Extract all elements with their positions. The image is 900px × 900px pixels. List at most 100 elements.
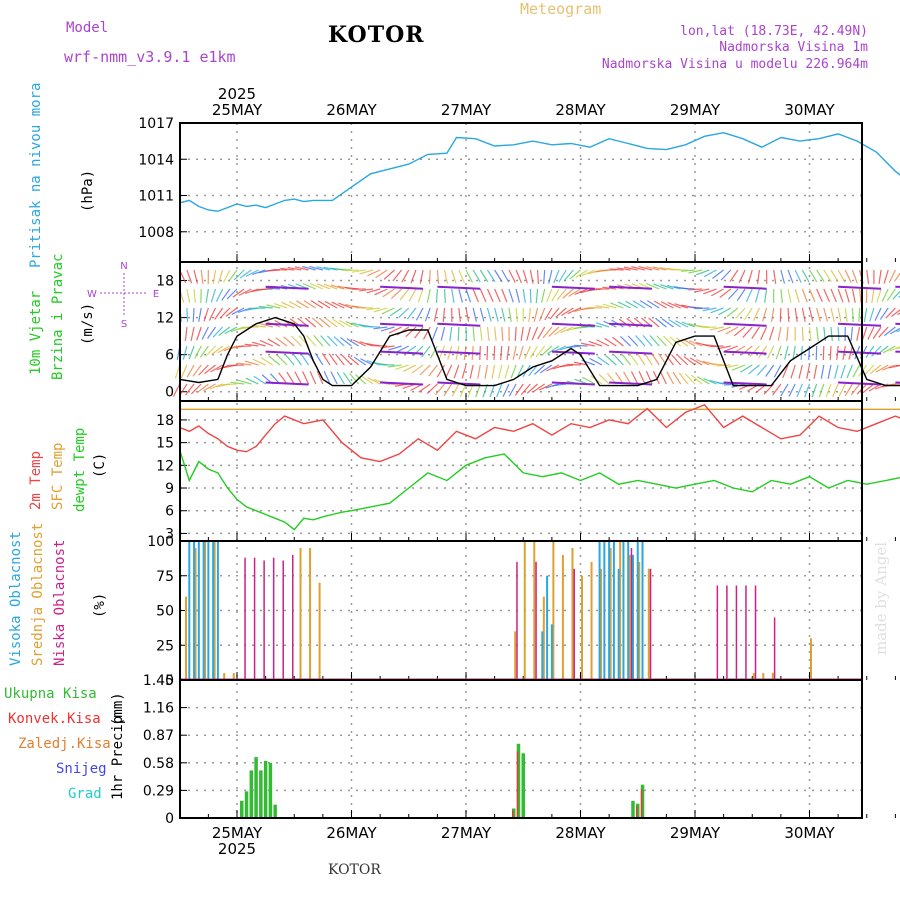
wind-barb (858, 288, 862, 303)
wind-barb (631, 266, 646, 271)
wind-barb (275, 337, 288, 347)
total-rain-bar (516, 743, 521, 818)
wind-barb (477, 364, 481, 379)
wind-barb (228, 269, 238, 282)
wind-barb (651, 352, 660, 366)
wind-barb (309, 265, 324, 271)
wind-barb (392, 269, 403, 282)
y-tick-label: 6 (165, 504, 174, 520)
wind-barb (218, 326, 231, 336)
wind-barb (399, 288, 410, 301)
wind-barb (381, 307, 395, 315)
wind-barb (892, 290, 900, 300)
wind-barb (212, 326, 224, 338)
wind-barb (856, 326, 861, 341)
wind-barb (515, 307, 518, 322)
wind-barb (863, 364, 875, 376)
mid-cloud-bar (771, 673, 774, 680)
wind-barb (754, 288, 760, 303)
wind-barb (561, 307, 574, 317)
wind-barb (182, 345, 188, 360)
wind-barb (582, 376, 596, 385)
pressure-line (179, 131, 900, 212)
wind-barb (709, 345, 724, 348)
wind-barb (742, 326, 753, 338)
wind-barb (696, 359, 710, 366)
wind-barb (775, 345, 782, 360)
mid-cloud-bar (619, 541, 622, 680)
wind-barb (338, 319, 352, 328)
mid-cloud-bar (552, 541, 555, 680)
wind-barb (199, 345, 209, 358)
wind-barb (436, 364, 446, 378)
total-rain-bar (263, 760, 268, 818)
top-date-label: 28MAY (555, 101, 606, 119)
wind-barb (558, 269, 567, 283)
wind-barb (217, 345, 231, 354)
wind-barb (335, 353, 345, 366)
total-rain-bar (240, 800, 244, 818)
wind-barb (498, 364, 503, 379)
total-rain-bar (249, 770, 254, 818)
wind-barb (313, 335, 324, 347)
wind-barb (445, 364, 453, 378)
wind-barb (367, 269, 381, 277)
wind-barb (347, 355, 360, 366)
wind-barb (494, 326, 497, 341)
wind-barb (744, 307, 753, 321)
wind-barb (760, 326, 768, 340)
wind-barb (332, 318, 345, 328)
wind-barb (842, 345, 846, 360)
wind-barb (844, 307, 848, 322)
high-cloud-bar (612, 541, 615, 680)
wind-barb (672, 371, 682, 385)
wind-barb (284, 353, 295, 366)
wind-barb (548, 326, 560, 337)
low-cloud-bar (773, 617, 776, 680)
wind-barb (418, 383, 431, 393)
wind-barb (595, 322, 610, 328)
wind-barb (736, 288, 746, 301)
wind-barb (424, 307, 431, 322)
wind-barb (238, 288, 252, 296)
total-rain-bar (254, 757, 258, 818)
mid-cloud-bar (185, 596, 188, 680)
wind-barb (508, 288, 514, 303)
wind-barb (465, 288, 472, 303)
wind-barb (688, 306, 703, 309)
wind-streak (437, 322, 481, 327)
wind-barb (813, 364, 818, 379)
wind-barb (529, 345, 539, 359)
wind-barb (682, 338, 696, 347)
wind-streak (265, 350, 309, 355)
wind-barb (544, 307, 553, 321)
wind-barb (515, 288, 521, 303)
wind-streak (380, 322, 424, 327)
wind-barb (214, 307, 224, 320)
wind-barb (324, 300, 338, 309)
wind-barb (674, 303, 689, 309)
wind-barb (627, 335, 639, 347)
wind-barb (520, 326, 524, 341)
wind-barb (621, 353, 632, 366)
wind-barb (773, 364, 782, 378)
wind-barb (767, 345, 775, 359)
wind-barb (739, 383, 753, 390)
wind-barb (712, 269, 724, 279)
y-tick-label: 50 (156, 604, 174, 620)
wind-barb (303, 300, 317, 309)
wind-barb (383, 269, 395, 280)
wind-barb (574, 288, 588, 296)
wind-barb (830, 307, 835, 322)
model-label: Model (66, 20, 109, 36)
wind-barb (403, 364, 417, 372)
wind-streak (838, 322, 882, 327)
wind-barb (553, 269, 560, 284)
total-rain-bar (636, 803, 640, 818)
wind-barb (344, 269, 359, 272)
wind-barb (703, 269, 717, 278)
y-tick-label: 1017 (138, 116, 174, 132)
wind-barb (451, 269, 457, 284)
wind-barb (569, 269, 581, 280)
wind-barb (291, 335, 302, 347)
